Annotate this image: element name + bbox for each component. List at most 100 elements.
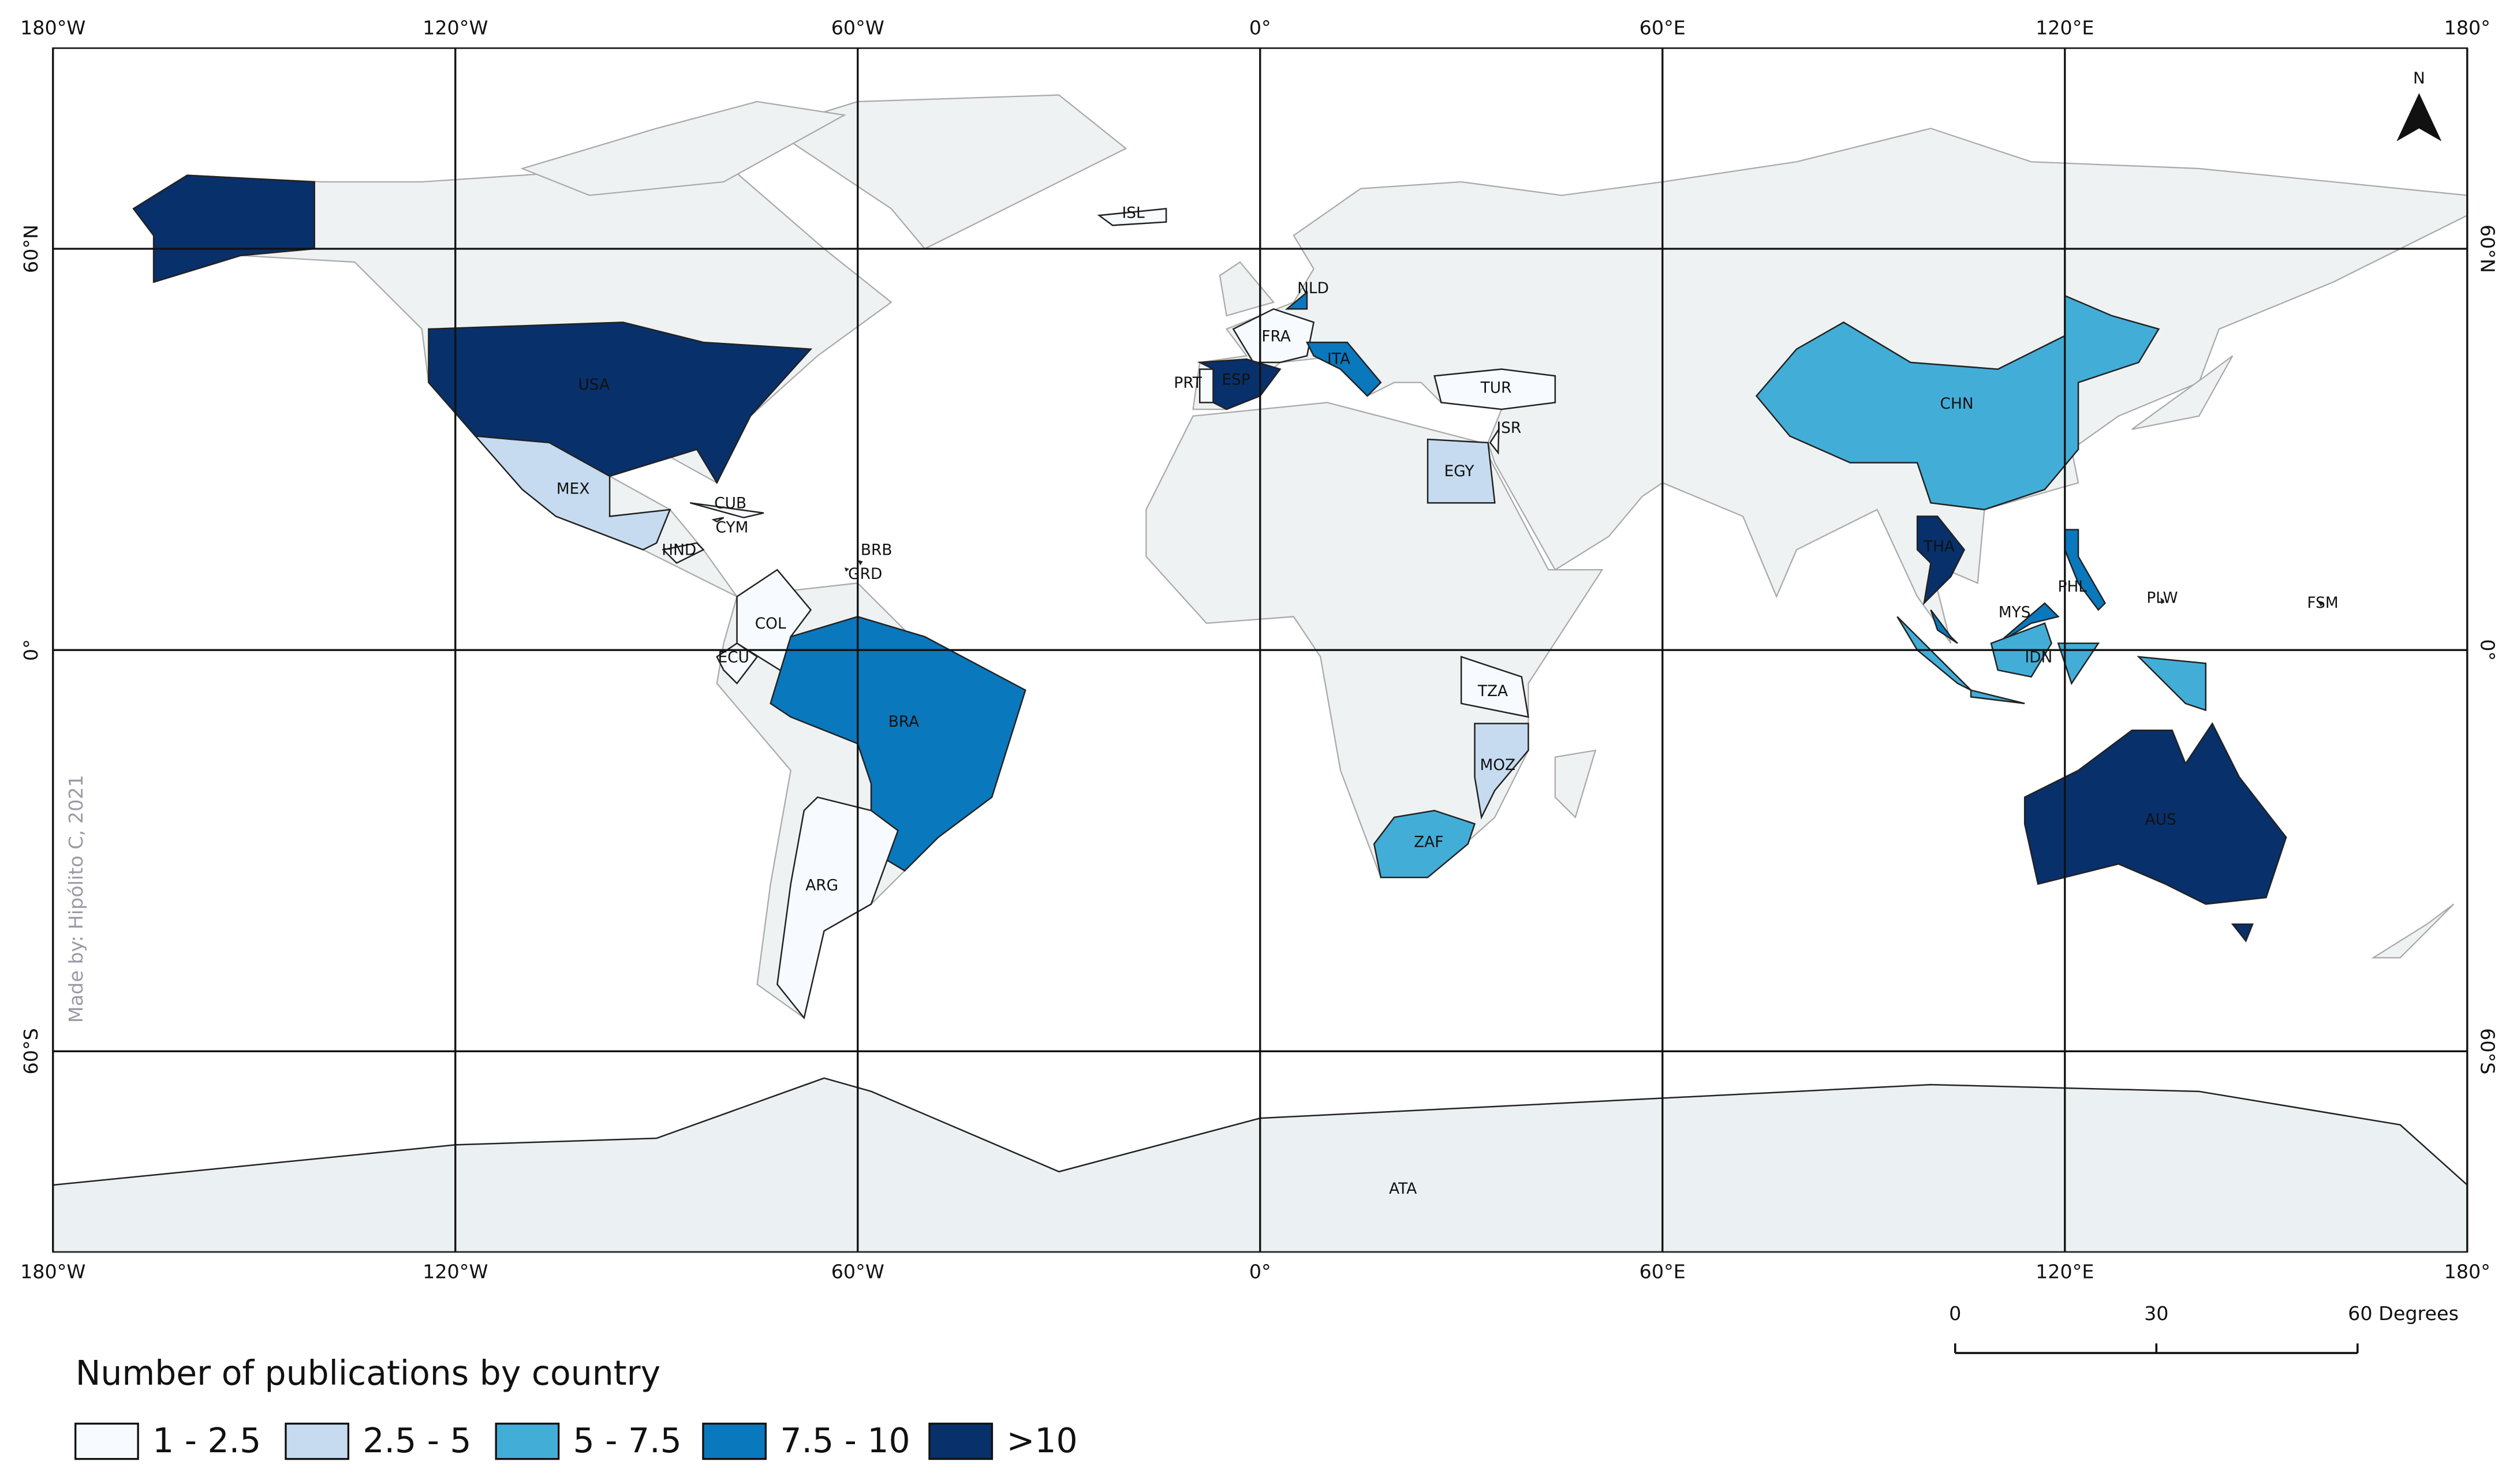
country-shape (1305, 341, 1382, 397)
country-shape (844, 567, 849, 572)
country-shape (1474, 723, 1529, 820)
legend-title: Number of publications by country (76, 1354, 660, 1393)
legend-swatch (495, 1422, 560, 1460)
x-tick-label: 60°W (831, 17, 884, 39)
land-mass (769, 94, 1127, 250)
y-tick-label: 0° (20, 639, 42, 661)
country-label: PRT (1174, 374, 1202, 392)
x-tick-label: 60°E (1640, 1261, 1686, 1283)
x-tick-label: 120°W (423, 1261, 488, 1283)
country-shape (1916, 515, 1966, 605)
country-shape (2160, 597, 2165, 605)
country-label: ISR (1496, 419, 1521, 437)
country-label: ISL (1122, 204, 1145, 222)
country-label: GRD (848, 565, 882, 583)
country-label: CYM (716, 518, 749, 536)
country-shape (1433, 368, 1556, 410)
north-arrow: N (2396, 68, 2442, 141)
x-tick-label: 0° (1249, 17, 1271, 39)
y-tick-label: 60°N (2477, 225, 2499, 273)
country-shape (1373, 809, 1476, 879)
country-label: COL (755, 615, 786, 633)
x-tick-label: 180° (2444, 17, 2490, 39)
country-label: THA (1923, 538, 1955, 556)
x-tick-label: 60°E (1640, 17, 1686, 39)
country-shape (690, 502, 764, 519)
country-label: NLD (1297, 279, 1329, 297)
country-shape (473, 435, 671, 551)
country-shape (1997, 602, 2060, 644)
north-label: N (2413, 68, 2425, 87)
country-label: ECU (718, 649, 749, 667)
country-shape (1970, 689, 2025, 705)
legend-label: 2.5 - 5 (363, 1421, 471, 1460)
country-label: MEX (557, 480, 590, 498)
country-label: BRA (888, 713, 919, 731)
scale-bar-label: 30 (2144, 1302, 2168, 1325)
country-label: ARG (805, 876, 838, 894)
x-tick-label: 60°W (831, 1261, 884, 1283)
graticule: 180°W 180°W 120°W 120°W 60°W 60°W 0° 0° 60°E 60°E… (20, 17, 2499, 1283)
country-label: PHL (2058, 578, 2087, 596)
country-shape (1755, 294, 2160, 511)
x-tick-label: 120°E (2036, 1261, 2094, 1283)
x-tick-label: 0° (1249, 1261, 1271, 1283)
credit: Made by: Hipólito C, 2021 (65, 775, 87, 1023)
country-label: ATA (1389, 1180, 1417, 1198)
legend-swatch (285, 1422, 350, 1460)
scale-bar: 0 30 60 Degrees (1949, 1302, 2459, 1354)
legend-swatch (702, 1422, 767, 1460)
country-shape (662, 542, 705, 564)
country-labels: USA MEX CUB CYM HND BRB GRD COL ECU BRA ARG ISL NLD F… (557, 204, 2339, 1198)
country-label: CUB (714, 495, 746, 513)
country-label: USA (578, 376, 610, 394)
legend: 1 - 2.5 2.5 - 5 5 - 7.5 7.5 - 10 >10 (74, 1421, 1078, 1460)
country-shape (1460, 656, 1529, 718)
country-label: FRA (1261, 327, 1291, 345)
legend-label: 1 - 2.5 (152, 1421, 261, 1460)
country-shape (1426, 438, 1496, 504)
legend-label: 5 - 7.5 (573, 1421, 682, 1460)
legend-swatch (74, 1422, 139, 1460)
land-mass (2371, 903, 2455, 959)
y-tick-label: 60°S (2477, 1028, 2499, 1074)
land-mass (1554, 749, 1597, 819)
country-shape (1097, 208, 1167, 226)
legend-label: >10 (1006, 1421, 1077, 1460)
country-label: TUR (1480, 379, 1512, 397)
scale-bar-label: 60 Degrees (2348, 1302, 2459, 1325)
scale-bar-label: 0 (1949, 1302, 1961, 1325)
country-label: EGY (1444, 462, 1475, 480)
x-tick-label: 180°W (20, 1261, 85, 1283)
country-label: TZA (1477, 682, 1508, 700)
legend-label: 7.5 - 10 (780, 1421, 910, 1460)
country-shape (1896, 616, 1971, 691)
country-label: AUS (2145, 810, 2176, 828)
y-tick-label: 0° (2477, 639, 2499, 661)
country-shape (132, 174, 315, 283)
country-label: MOZ (1480, 756, 1515, 774)
y-tick-label: 60°N (20, 225, 42, 273)
country-label: HND (662, 541, 696, 559)
country-label: ZAF (1414, 833, 1443, 851)
north-arrow-shape (2396, 93, 2442, 141)
legend-swatch (928, 1422, 994, 1460)
country-label: MYS (1999, 604, 2031, 622)
country-shape (1489, 427, 1500, 455)
country-shape (716, 642, 759, 685)
country-shape (428, 322, 813, 485)
country-label: ESP (1222, 371, 1250, 389)
country-shape (2064, 529, 2107, 611)
x-tick-label: 120°W (423, 17, 488, 39)
x-tick-label: 120°E (2036, 17, 2094, 39)
country-label: BRB (861, 541, 892, 559)
country-label: PLW (2146, 589, 2178, 607)
x-tick-label: 180° (2444, 1261, 2490, 1283)
country-label: IDN (2025, 649, 2052, 667)
country-shape (776, 796, 899, 1020)
country-shape (2231, 923, 2254, 943)
country-shape (857, 560, 863, 566)
y-tick-label: 60°S (20, 1028, 42, 1074)
